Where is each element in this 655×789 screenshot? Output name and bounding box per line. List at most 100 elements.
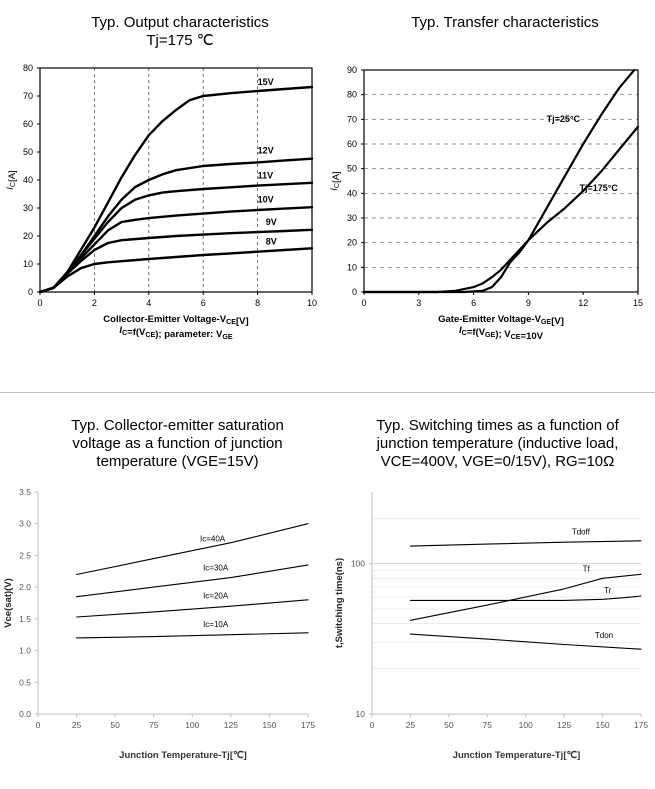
output-series-label-8v: 8V [266,236,277,246]
vcesat-y-axis-label: Vce(sat)(V) [3,578,14,628]
vcesat-x-tick-label-0: 0 [36,720,41,730]
output-series-label-12v: 12V [258,145,274,155]
transfer-y-tick-label-80: 80 [347,90,357,100]
switching-x-tick-label-100: 100 [519,720,533,730]
output-x-tick-label-10: 10 [307,298,317,308]
vcesat-series-ic-40a [76,523,309,576]
output-series-10v [38,206,314,294]
vcesat-series-label-ic-20a: Ic=20A [203,592,229,601]
transfer-y-tick-label-60: 60 [347,139,357,149]
transfer-y-tick-label-90: 90 [347,65,357,75]
output-series-8v [38,247,314,294]
transfer-x-tick-label-0: 0 [361,298,366,308]
transfer-plot-frame [363,69,639,293]
output-x-tick-label-8: 8 [255,298,260,308]
output-series-label-15v: 15V [258,77,274,87]
switching-x-tick-label-125: 125 [557,720,571,730]
vcesat-x-tick-label-150: 150 [262,720,276,730]
switching-title-line-1: Typ. Switching times as a function of [376,417,619,434]
vcesat-y-tick-label-0-5: 0.5 [19,677,31,687]
vcesat-x-tick-label-100: 100 [185,720,199,730]
switching-series-tdoff [409,540,642,547]
transfer-y-tick-label-0: 0 [352,287,357,297]
output-title-line-2: Tj=175 ℃ [146,32,214,49]
transfer-series-label-tj-175-c: Tj=175°C [580,183,619,193]
vcesat-x-tick-label-125: 125 [224,720,238,730]
output-y-tick-label-10: 10 [23,259,33,269]
switching-x-tick-label-75: 75 [483,720,493,730]
transfer-x-tick-label-12: 12 [578,298,588,308]
vcesat-series-label-ic-40a: Ic=40A [200,534,226,543]
switching-y-tick-label-10: 10 [356,709,366,719]
output-x-tick-label-4: 4 [146,298,151,308]
switching-title-line-3: VCE=400V, VGE=0/15V), RG=10Ω [380,453,615,470]
switching-x-tick-label-150: 150 [595,720,609,730]
switching-x-axis-label: Junction Temperature-Tj[℃] [453,750,581,761]
vcesat-y-tick-label-3-0: 3.0 [19,519,31,529]
output-chart-title: Typ. Output characteristics Tj=175 ℃ [35,14,325,50]
transfer-y-tick-label-30: 30 [347,213,357,223]
switching-title-line-2: junction temperature (inductive load, [376,435,619,452]
switching-chart-title: Typ. Switching times as a function of ju… [340,417,655,471]
vcesat-x-tick-label-25: 25 [72,720,82,730]
transfer-y-tick-label-40: 40 [347,188,357,198]
switching-x-tick-label-0: 0 [370,720,375,730]
output-y-tick-label-70: 70 [23,91,33,101]
output-y-tick-label-60: 60 [23,119,33,129]
output-series-label-11v: 11V [258,171,274,181]
transfer-x-tick-label-3: 3 [416,298,421,308]
vcesat-y-tick-label-3-5: 3.5 [19,487,31,497]
transfer-series-tj-175-c [362,125,640,294]
vcesat-series-ic-10a [76,632,309,639]
output-x-tick-label-0: 0 [37,298,42,308]
output-y-tick-label-0: 0 [28,287,33,297]
vcesat-x-tick-label-175: 175 [301,720,315,730]
output-y-tick-label-40: 40 [23,175,33,185]
vcesat-y-tick-label-1-5: 1.5 [19,614,31,624]
output-y-tick-label-20: 20 [23,231,33,241]
vcesat-title-line-1: Typ. Collector-emitter saturation [71,417,284,434]
switching-series-label-tr: Tr [604,586,612,595]
output-y-tick-label-30: 30 [23,203,33,213]
transfer-x-tick-label-15: 15 [633,298,643,308]
transfer-x-axis-label-2: IC=f(VGE); VCE=10V [459,325,544,342]
vcesat-y-tick-label-1-0: 1.0 [19,646,31,656]
vcesat-title-line-2: voltage as a function of junction [72,435,283,452]
output-series-label-10v: 10V [258,194,274,204]
switching-x-tick-label-50: 50 [444,720,454,730]
vcesat-y-tick-label-2-0: 2.0 [19,582,31,592]
switching-series-tr [409,595,642,601]
vcesat-series-ic-30a [76,564,309,598]
switching-series-label-tdon: Tdon [595,631,613,640]
vcesat-x-tick-label-75: 75 [149,720,159,730]
section-divider [0,392,655,393]
switching-series-tf [409,573,642,621]
output-y-tick-label-80: 80 [23,63,33,73]
switching-series-label-tdoff: Tdoff [572,528,591,537]
transfer-series-label-tj-25-c: Tj=25°C [547,114,581,124]
vcesat-series-label-ic-10a: Ic=10A [203,620,229,629]
transfer-x-axis-label: Gate-Emitter Voltage-VGE[V] [438,314,564,327]
output-series-label-9v: 9V [266,217,277,227]
transfer-y-tick-label-50: 50 [347,164,357,174]
transfer-x-tick-label-6: 6 [471,298,476,308]
vcesat-x-axis-label: Junction Temperature-Tj[℃] [119,750,247,761]
switching-y-tick-label-100: 100 [351,559,365,569]
output-y-tick-label-50: 50 [23,147,33,157]
vcesat-chart-title: Typ. Collector-emitter saturation voltag… [30,417,325,471]
switching-series-tdon [409,633,642,650]
transfer-title-line-1: Typ. Transfer characteristics [411,14,599,31]
vcesat-x-tick-label-50: 50 [110,720,120,730]
switching-x-tick-label-25: 25 [406,720,416,730]
transfer-y-tick-label-10: 10 [347,262,357,272]
switching-series-label-tf: Tf [583,564,591,573]
transfer-chart-title: Typ. Transfer characteristics [355,14,655,32]
output-series-15v [38,85,314,294]
vcesat-series-ic-20a [76,599,309,618]
switching-x-tick-label-175: 175 [634,720,648,730]
output-y-axis-label: IC[A] [5,170,18,189]
transfer-y-tick-label-70: 70 [347,114,357,124]
output-x-tick-label-2: 2 [92,298,97,308]
output-x-tick-label-6: 6 [201,298,206,308]
output-x-axis-label-2: IC=f(VCE); parameter: VGE [119,325,232,341]
